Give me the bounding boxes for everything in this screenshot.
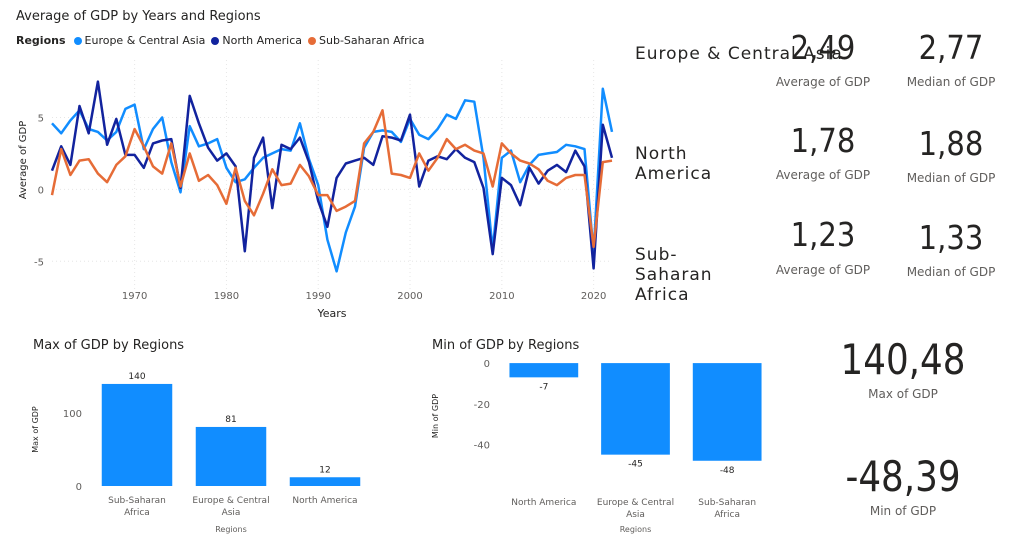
- kpi-median-label: Median of GDP: [906, 171, 996, 185]
- y-tick-label: -20: [474, 400, 490, 411]
- line-chart-legend: Regions Europe & Central Asia North Amer…: [16, 34, 426, 47]
- y-axis-label: Min of GDP: [431, 394, 440, 438]
- x-tick-label: 2000: [397, 291, 422, 302]
- bar[interactable]: [195, 426, 267, 486]
- y-tick-label: 0: [484, 359, 490, 370]
- max-chart-title: Max of GDP by Regions: [33, 338, 185, 353]
- line-chart[interactable]: -5 0 5 1970 1980 1990 2000 2010 2020 Years Average…: [0, 50, 620, 325]
- data-label: -7: [539, 382, 548, 392]
- category-label: Asia: [626, 510, 645, 520]
- max-gdp-label: Max of GDP: [868, 387, 938, 401]
- legend-dot-icon: [73, 36, 82, 45]
- category-label: Asia: [222, 508, 241, 518]
- category-label: Africa: [714, 510, 740, 520]
- min-gdp-value: -48,39: [845, 452, 961, 501]
- bar[interactable]: [692, 363, 762, 461]
- kpi-median-north-america: 1,88: [918, 124, 984, 163]
- x-tick-label: 1980: [214, 291, 239, 302]
- x-axis-label: Years: [316, 307, 346, 320]
- category-label: Africa: [124, 508, 150, 518]
- legend-dot-icon: [308, 36, 317, 45]
- kpi-median-label: Median of GDP: [906, 265, 996, 279]
- x-tick-label: 1990: [306, 291, 331, 302]
- bar[interactable]: [289, 477, 361, 486]
- y-tick-label: -40: [474, 440, 490, 451]
- kpi-region-north-america: North America: [635, 144, 713, 184]
- x-tick-label: 2020: [581, 291, 606, 302]
- kpi-median-label: Median of GDP: [906, 75, 996, 89]
- series-line-2[interactable]: [50, 109, 613, 249]
- min-chart-title: Min of GDP by Regions: [432, 338, 580, 353]
- legend-item-north-america[interactable]: North America: [211, 34, 302, 47]
- min-gdp-label: Min of GDP: [869, 504, 937, 518]
- max-bar-chart[interactable]: 0 100 140 Sub-Saharan Africa 81 Europe & Centr…: [0, 355, 400, 540]
- y-tick-label: 5: [38, 114, 44, 125]
- y-tick-label: -5: [34, 257, 44, 268]
- data-label: 12: [319, 465, 330, 475]
- legend-title: Regions: [16, 34, 66, 47]
- y-axis-label: Average of GDP: [18, 121, 29, 200]
- category-label: North America: [511, 498, 576, 508]
- bar[interactable]: [101, 383, 173, 486]
- kpi-region-sub-saharan: Sub-Saharan Africa: [635, 245, 713, 305]
- kpi-median-sub-saharan: 1,33: [918, 218, 984, 257]
- kpi-average-label: Average of GDP: [775, 75, 871, 89]
- category-label: Sub-Saharan: [698, 498, 756, 508]
- series-line-0[interactable]: [51, 87, 614, 273]
- kpi-average-sub-saharan: 1,23: [790, 215, 856, 254]
- category-label: Europe & Central: [192, 496, 269, 506]
- legend-dot-icon: [211, 36, 220, 45]
- x-axis-label: Regions: [215, 525, 247, 534]
- kpi-average-label: Average of GDP: [775, 168, 871, 182]
- y-axis-label: Max of GDP: [31, 406, 40, 453]
- category-label: Europe & Central: [597, 498, 674, 508]
- data-label: -48: [720, 466, 735, 476]
- max-gdp-value: 140,48: [840, 335, 966, 384]
- bar[interactable]: [509, 363, 579, 378]
- kpi-average-europe: 2,49: [790, 28, 856, 67]
- line-chart-title: Average of GDP by Years and Regions: [16, 9, 261, 24]
- bar[interactable]: [601, 363, 670, 455]
- y-tick-label: 0: [38, 185, 44, 196]
- x-tick-label: 1970: [122, 291, 147, 302]
- data-label: 140: [128, 372, 145, 382]
- kpi-average-label: Average of GDP: [775, 263, 871, 277]
- category-label: Sub-Saharan: [108, 496, 166, 506]
- min-bar-chart[interactable]: 0 -20 -40 -7 North America -45 Europe & Centra…: [400, 355, 800, 540]
- kpi-median-europe: 2,77: [918, 28, 984, 67]
- kpi-region-europe: Europe & Central Asia: [635, 44, 843, 64]
- legend-item-europe[interactable]: Europe & Central Asia: [73, 34, 205, 47]
- legend-item-sub-saharan[interactable]: Sub-Saharan Africa: [308, 34, 424, 47]
- data-label: 81: [225, 415, 236, 425]
- data-label: -45: [628, 460, 643, 470]
- y-tick-label: 100: [63, 409, 82, 420]
- x-axis-label: Regions: [620, 525, 652, 534]
- category-label: North America: [292, 496, 357, 506]
- y-tick-label: 0: [76, 482, 82, 493]
- x-tick-label: 2010: [489, 291, 514, 302]
- kpi-average-north-america: 1,78: [790, 121, 856, 160]
